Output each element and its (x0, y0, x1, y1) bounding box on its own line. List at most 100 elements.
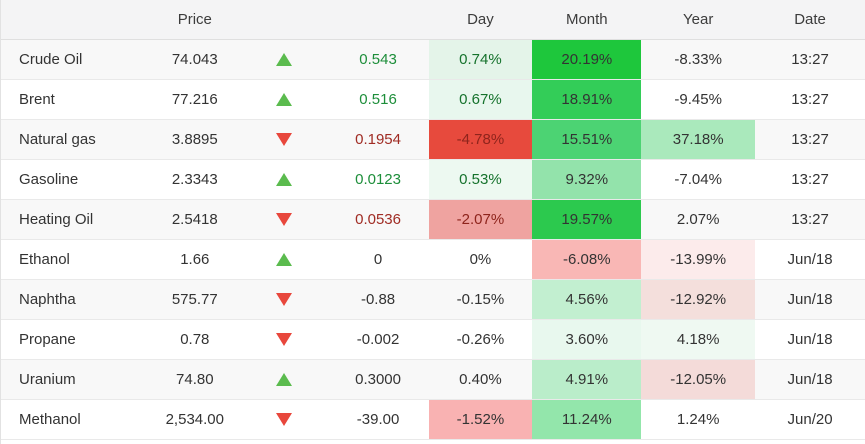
direction-arrow-icon (275, 213, 292, 226)
year-percent-cell: 2.07% (676, 211, 720, 228)
header-commodity (1, 0, 150, 39)
table-row[interactable]: Gasoline 2.3343 0.0123 0.53% 9.32% -7.04… (1, 160, 865, 200)
year-percent-cell: -12.05% (641, 360, 756, 399)
header-month[interactable]: Month (565, 11, 608, 28)
commodity-name-link[interactable]: Natural gas (19, 131, 96, 148)
day-percent-cell: 0% (469, 251, 492, 268)
direction-cell (240, 120, 328, 159)
year-percent-cell: -12.92% (641, 280, 756, 319)
commodity-name-link[interactable]: Naphtha (19, 291, 76, 308)
direction-cell (240, 400, 328, 439)
direction-arrow-icon (275, 53, 292, 66)
date-value: Jun/18 (787, 371, 833, 388)
direction-arrow-icon (275, 93, 292, 106)
direction-cell (240, 240, 328, 279)
year-percent-cell: -8.33% (674, 51, 722, 68)
table-row[interactable]: Propane 0.78 -0.002 -0.26% 3.60% 4.18% J… (1, 320, 865, 360)
date-value: 13:27 (791, 51, 829, 68)
date-value: 13:27 (791, 211, 829, 228)
date-value: 13:27 (791, 91, 829, 108)
commodity-name-link[interactable]: Heating Oil (19, 211, 94, 228)
year-percent-cell: -7.04% (674, 171, 722, 188)
date-value: 13:27 (791, 131, 829, 148)
commodity-name-link[interactable]: Propane (19, 331, 76, 348)
month-percent-cell: 19.57% (532, 200, 642, 239)
date-value: 13:27 (791, 171, 829, 188)
direction-cell (240, 160, 328, 199)
date-value: Jun/18 (787, 251, 833, 268)
price-value: 74.043 (171, 51, 218, 68)
table-row[interactable]: Uranium 74.80 0.3000 0.40% 4.91% -12.05%… (1, 360, 865, 400)
header-price[interactable]: Price (177, 11, 212, 28)
direction-arrow-icon (275, 293, 292, 306)
month-percent-cell: 9.32% (532, 160, 642, 199)
price-value: 575.77 (171, 291, 218, 308)
header-date[interactable]: Date (794, 11, 826, 28)
direction-cell (240, 360, 328, 399)
month-percent-cell: 15.51% (532, 120, 642, 159)
direction-cell (240, 200, 328, 239)
table-body: Crude Oil 74.043 0.543 0.74% 20.19% -8.3… (1, 40, 865, 440)
header-direction-spacer (240, 0, 328, 39)
month-percent-cell: 4.56% (532, 280, 642, 319)
change-value: 0 (373, 251, 383, 268)
commodity-name-link[interactable]: Ethanol (19, 251, 70, 268)
commodity-name-link[interactable]: Methanol (19, 411, 81, 428)
day-percent-cell: 0.53% (428, 160, 533, 199)
commodity-name-link[interactable]: Brent (19, 91, 55, 108)
direction-arrow-icon (275, 413, 292, 426)
header-change-spacer (328, 0, 429, 39)
direction-arrow-icon (275, 373, 292, 386)
price-value: 2.5418 (171, 211, 218, 228)
change-value: 0.516 (359, 91, 397, 108)
next-row-partial (1, 440, 865, 444)
price-value: 1.66 (180, 251, 210, 268)
day-percent-cell: -0.26% (456, 331, 505, 348)
month-percent-cell: 4.91% (532, 360, 642, 399)
table-row[interactable]: Heating Oil 2.5418 0.0536 -2.07% 19.57% … (1, 200, 865, 240)
year-percent-cell: 37.18% (641, 120, 756, 159)
commodity-name-link[interactable]: Gasoline (19, 171, 79, 188)
direction-arrow-icon (275, 173, 292, 186)
change-value: 0.543 (359, 51, 397, 68)
day-percent-cell: -0.15% (456, 291, 505, 308)
month-percent-cell: 18.91% (532, 80, 642, 119)
change-value: 0.0123 (355, 171, 401, 188)
price-value: 74.80 (176, 371, 214, 388)
day-percent-cell: -1.52% (428, 400, 533, 439)
year-percent-cell: 1.24% (676, 411, 720, 428)
table-row[interactable]: Crude Oil 74.043 0.543 0.74% 20.19% -8.3… (1, 40, 865, 80)
change-value: -0.002 (356, 331, 400, 348)
day-percent-cell: 0.67% (428, 80, 533, 119)
table-row[interactable]: Methanol 2,534.00 -39.00 -1.52% 11.24% 1… (1, 400, 865, 440)
year-percent-cell: 4.18% (641, 320, 756, 359)
table-row[interactable]: Brent 77.216 0.516 0.67% 18.91% -9.45% 1… (1, 80, 865, 120)
table-row[interactable]: Naphtha 575.77 -0.88 -0.15% 4.56% -12.92… (1, 280, 865, 320)
price-value: 77.216 (171, 91, 218, 108)
price-value: 0.78 (180, 331, 210, 348)
direction-arrow-icon (275, 253, 292, 266)
change-value: -39.00 (356, 411, 400, 428)
direction-arrow-icon (275, 133, 292, 146)
direction-cell (240, 280, 328, 319)
table-row[interactable]: Ethanol 1.66 0 0% -6.08% -13.99% Jun/18 (1, 240, 865, 280)
year-percent-cell: -13.99% (641, 240, 756, 279)
price-value: 2.3343 (171, 171, 218, 188)
commodity-name-link[interactable]: Uranium (19, 371, 76, 388)
table-header-row: Price Day Month Year Date (1, 0, 865, 40)
price-value: 2,534.00 (165, 411, 224, 428)
direction-cell (240, 80, 328, 119)
date-value: Jun/18 (787, 331, 833, 348)
day-percent-cell: -4.78% (428, 120, 533, 159)
date-value: Jun/18 (787, 291, 833, 308)
day-percent-cell: 0.74% (428, 40, 533, 79)
price-value: 3.8895 (171, 131, 218, 148)
month-percent-cell: -6.08% (532, 240, 642, 279)
header-day[interactable]: Day (467, 11, 494, 28)
commodity-name-link[interactable]: Crude Oil (19, 51, 83, 68)
date-value: Jun/20 (787, 411, 833, 428)
direction-cell (240, 40, 328, 79)
header-year[interactable]: Year (683, 11, 714, 28)
table-row[interactable]: Natural gas 3.8895 0.1954 -4.78% 15.51% … (1, 120, 865, 160)
